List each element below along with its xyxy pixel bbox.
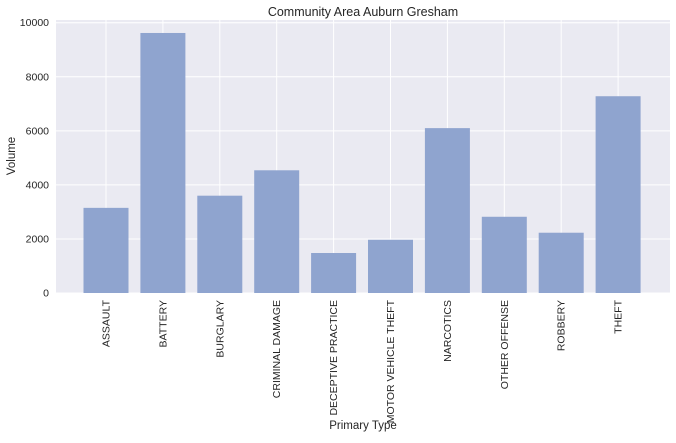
chart-title: Community Area Auburn Gresham — [268, 5, 458, 19]
bar-assault — [83, 207, 129, 293]
x-tick-label: ASSAULT — [101, 299, 113, 347]
x-axis-ticks: ASSAULT BATTERY BURGLARY CRIMINAL DAMAGE DEC… — [101, 299, 625, 423]
x-axis-label: Primary Type — [329, 420, 397, 432]
x-tick-label: BATTERY — [157, 300, 169, 347]
x-tick-label: CRIMINAL DAMAGE — [271, 300, 283, 398]
y-tick-label: 8000 — [26, 71, 50, 83]
y-tick-label: 2000 — [26, 233, 50, 245]
bar-theft — [595, 96, 641, 294]
bar-motor-vehicle-theft — [368, 239, 413, 293]
x-tick-label: MOTOR VEHICLE THEFT — [385, 299, 397, 423]
y-tick-label: 4000 — [26, 179, 50, 191]
y-tick-label: 6000 — [26, 125, 50, 137]
y-axis-label: Volume — [6, 137, 18, 175]
bar-deceptive-practice — [311, 252, 357, 293]
y-axis-ticks: 0 2000 4000 6000 8000 10000 — [20, 17, 49, 299]
x-tick-label: BURGLARY — [214, 300, 226, 358]
bar-criminal-damage — [254, 170, 300, 293]
x-tick-label: NARCOTICS — [442, 300, 454, 362]
bar-other-offense — [481, 216, 527, 293]
y-tick-label: 10000 — [20, 17, 49, 29]
bar-battery — [140, 32, 186, 294]
bar-narcotics — [424, 128, 470, 293]
x-tick-label: THEFT — [613, 299, 625, 333]
x-tick-label: DECEPTIVE PRACTICE — [328, 300, 340, 416]
x-tick-label: OTHER OFFENSE — [499, 300, 511, 389]
bars — [83, 32, 641, 294]
y-tick-label: 0 — [43, 288, 49, 300]
x-tick-label: ROBBERY — [556, 300, 568, 351]
bar-burglary — [197, 195, 243, 293]
bar-robbery — [538, 232, 584, 293]
